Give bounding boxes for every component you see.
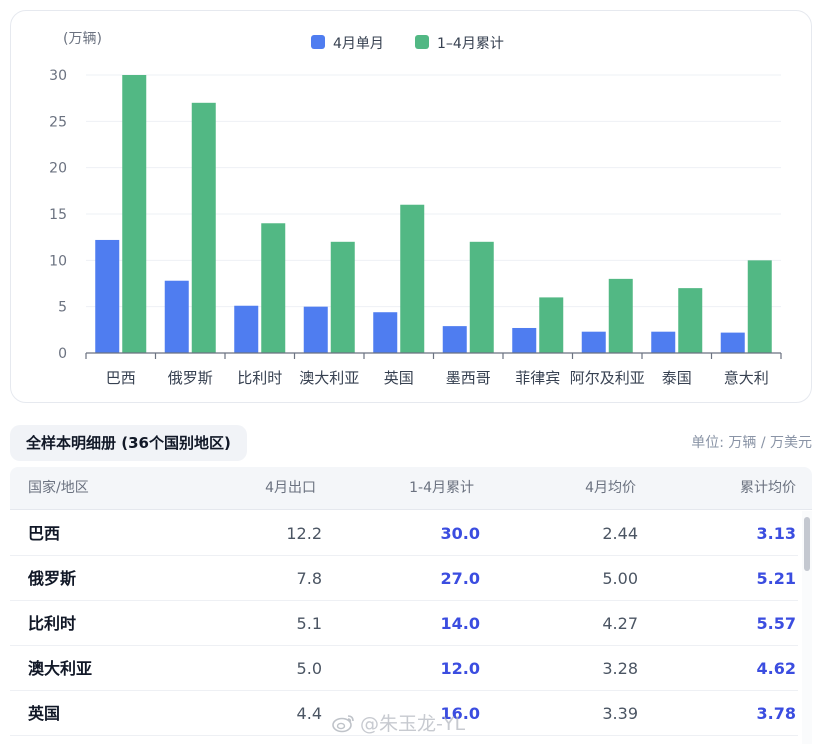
watermark: @朱玉龙-YL (332, 709, 465, 739)
bar (303, 306, 328, 353)
ytd-avg-price: 5.21 (756, 569, 796, 588)
watermark-text: @朱玉龙-YL (360, 713, 466, 735)
section-title: 全样本明细册 (36个国别地区) (10, 425, 247, 461)
legend-swatch (311, 35, 325, 49)
ytd-total: 30.0 (440, 524, 480, 543)
apr-export: 4.4 (296, 704, 322, 723)
bar (747, 260, 772, 353)
ytd-total: 14.0 (440, 614, 480, 633)
legend-label: 4月单月 (333, 36, 384, 52)
ytd-avg-price: 3.78 (756, 704, 796, 723)
scrollbar-thumb[interactable] (804, 517, 810, 571)
weibo-icon (332, 715, 354, 733)
table-row[interactable]: 巴西 12.2 30.0 2.44 3.13 (10, 511, 798, 556)
x-tick-label: 澳大利亚 (299, 369, 359, 387)
table-body: 巴西 12.2 30.0 2.44 3.13 俄罗斯 7.8 27.0 5.00… (10, 511, 798, 736)
y-tick-label: 10 (49, 253, 67, 269)
country-name: 俄罗斯 (28, 569, 77, 588)
bar (608, 278, 633, 353)
bar (400, 204, 425, 353)
bar (261, 223, 286, 353)
x-tick-label: 菲律宾 (515, 369, 560, 387)
table-row[interactable]: 俄罗斯 7.8 27.0 5.00 5.21 (10, 556, 798, 601)
bar (720, 332, 745, 353)
x-tick-label: 墨西哥 (446, 369, 491, 387)
bar (512, 327, 537, 353)
apr-avg-price: 3.28 (602, 659, 638, 678)
ytd-avg-price: 5.57 (756, 614, 796, 633)
apr-avg-price: 3.39 (602, 704, 638, 723)
bar (234, 305, 259, 353)
x-tick-label: 泰国 (662, 369, 692, 387)
bar (678, 288, 703, 353)
ytd-total: 16.0 (440, 704, 480, 723)
ytd-total: 12.0 (440, 659, 480, 678)
y-tick-label: 0 (58, 346, 67, 362)
chart-card: 0 5 10 15 20 25 30 (万辆) 4月单月 1–4月累计巴西 俄罗斯 比利时 澳大利亚 英国… (10, 10, 812, 403)
ytd-avg-price: 3.13 (756, 524, 796, 543)
header-apr-export[interactable]: 4月出口 (265, 480, 316, 496)
apr-export: 12.2 (286, 524, 322, 543)
detail-table: 国家/地区 4月出口 1-4月累计 4月均价 累计均价 巴西 12.2 30.0… (10, 467, 812, 744)
bar (330, 241, 355, 353)
table-row[interactable]: 澳大利亚 5.0 12.0 3.28 4.62 (10, 646, 798, 691)
bar (581, 331, 606, 353)
table-header: 国家/地区 4月出口 1-4月累计 4月均价 累计均价 (10, 467, 812, 510)
apr-avg-price: 2.44 (602, 524, 638, 543)
country-name: 比利时 (28, 614, 77, 633)
bar (442, 326, 467, 353)
bar (122, 75, 147, 353)
y-tick-label: 15 (49, 207, 67, 223)
x-tick-label: 意大利 (724, 369, 769, 387)
legend-swatch (415, 35, 429, 49)
x-tick-label: 英国 (384, 369, 414, 387)
legend-label: 1–4月累计 (437, 36, 504, 52)
bar (469, 241, 494, 353)
bar (651, 331, 676, 353)
section-header: 全样本明细册 (36个国别地区) 单位: 万辆 / 万美元 (10, 425, 812, 461)
y-tick-label: 20 (49, 161, 67, 177)
country-name: 英国 (28, 704, 61, 723)
y-tick-label: 25 (49, 114, 67, 130)
apr-avg-price: 5.00 (602, 569, 638, 588)
bar (373, 312, 398, 353)
ytd-total: 27.0 (440, 569, 480, 588)
table-row[interactable]: 英国 4.4 16.0 3.39 3.78 (10, 691, 798, 736)
header-apr-avg-price[interactable]: 4月均价 (585, 480, 636, 496)
header-ytd-avg-price[interactable]: 累计均价 (740, 480, 796, 496)
header-ytd-total[interactable]: 1-4月累计 (409, 480, 474, 496)
apr-export: 5.1 (296, 614, 322, 633)
country-name: 澳大利亚 (28, 659, 93, 678)
header-country: 国家/地区 (28, 480, 89, 496)
apr-avg-price: 4.27 (602, 614, 638, 633)
x-tick-label: 阿尔及利亚 (570, 369, 645, 387)
bar (95, 239, 120, 353)
bar (539, 297, 564, 353)
y-tick-label: 5 (58, 300, 67, 316)
apr-export: 7.8 (296, 569, 322, 588)
y-tick-label: 30 (49, 68, 67, 84)
table-scrollbar[interactable] (802, 511, 812, 744)
x-tick-label: 比利时 (237, 369, 282, 387)
country-name: 巴西 (28, 524, 61, 543)
apr-export: 5.0 (296, 659, 322, 678)
unit-note: 单位: 万辆 / 万美元 (691, 435, 812, 451)
ytd-avg-price: 4.62 (756, 659, 796, 678)
y-axis-unit: (万辆) (63, 31, 102, 47)
bar (191, 102, 216, 353)
table-row[interactable]: 比利时 5.1 14.0 4.27 5.57 (10, 601, 798, 646)
bar (164, 280, 189, 353)
x-tick-label: 巴西 (106, 369, 136, 387)
x-tick-label: 俄罗斯 (168, 369, 213, 387)
